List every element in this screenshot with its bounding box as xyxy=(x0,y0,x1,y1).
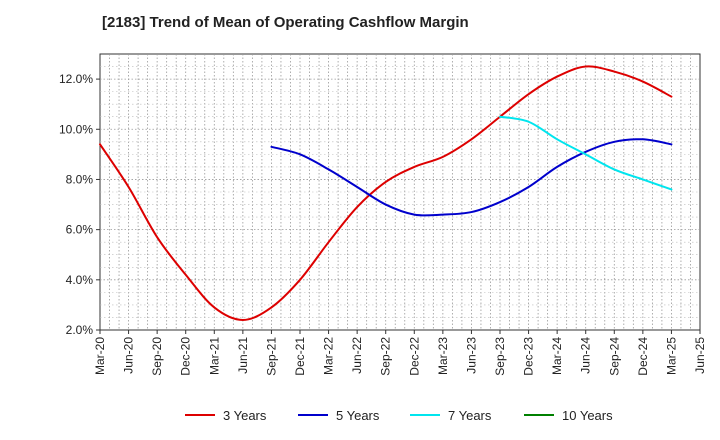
x-tick-label: Jun-23 xyxy=(464,337,478,374)
y-tick-label: 8.0% xyxy=(66,172,94,186)
x-tick-label: Sep-23 xyxy=(493,337,507,376)
x-tick-label: Sep-24 xyxy=(607,337,621,376)
x-tick-label: Mar-25 xyxy=(664,337,678,375)
x-tick-label: Sep-21 xyxy=(264,337,278,376)
x-tick-label: Dec-22 xyxy=(407,337,421,376)
y-tick-label: 12.0% xyxy=(59,72,93,86)
series-line-7-years xyxy=(499,115,673,191)
x-tick-label: Jun-20 xyxy=(122,337,136,374)
series-layer xyxy=(99,65,673,321)
y-tick-label: 4.0% xyxy=(66,273,94,287)
legend-label-10-years: 10 Years xyxy=(562,408,613,423)
x-tick-label: Mar-24 xyxy=(550,337,564,375)
x-tick-label: Dec-21 xyxy=(293,337,307,376)
legend: 3 Years 5 Years 7 Years 10 Years xyxy=(185,408,613,423)
legend-label-5-years: 5 Years xyxy=(336,408,380,423)
x-tick-label: Jun-25 xyxy=(693,337,707,374)
legend-label-3-years: 3 Years xyxy=(223,408,267,423)
y-tick-label: 6.0% xyxy=(66,223,94,237)
y-tick-label: 10.0% xyxy=(59,122,93,136)
x-tick-label: Sep-20 xyxy=(150,337,164,376)
x-tick-label: Mar-22 xyxy=(322,337,336,375)
x-tick-label: Dec-24 xyxy=(636,337,650,376)
x-tick-label: Mar-23 xyxy=(436,337,450,375)
x-tick-label: Jun-21 xyxy=(236,337,250,374)
legend-label-7-years: 7 Years xyxy=(448,408,492,423)
x-tick-label: Jun-24 xyxy=(579,337,593,374)
x-tick-label: Mar-20 xyxy=(93,337,107,375)
x-tick-label: Dec-23 xyxy=(522,337,536,376)
x-tick-label: Mar-21 xyxy=(207,337,221,375)
x-tick-label: Dec-20 xyxy=(179,337,193,376)
series-line-3-years xyxy=(99,65,673,321)
grid-layer xyxy=(99,53,701,331)
y-tick-label: 2.0% xyxy=(66,323,94,337)
x-tick-label: Jun-22 xyxy=(350,337,364,374)
axis-layer: 2.0% 4.0% 6.0% 8.0% 10.0% 12.0% Mar-20 Jun-20 Se… xyxy=(59,72,707,376)
x-tick-label: Sep-22 xyxy=(379,337,393,376)
series-line-5-years xyxy=(270,138,673,217)
chart-title: [2183] Trend of Mean of Operating Cashfl… xyxy=(102,14,469,31)
